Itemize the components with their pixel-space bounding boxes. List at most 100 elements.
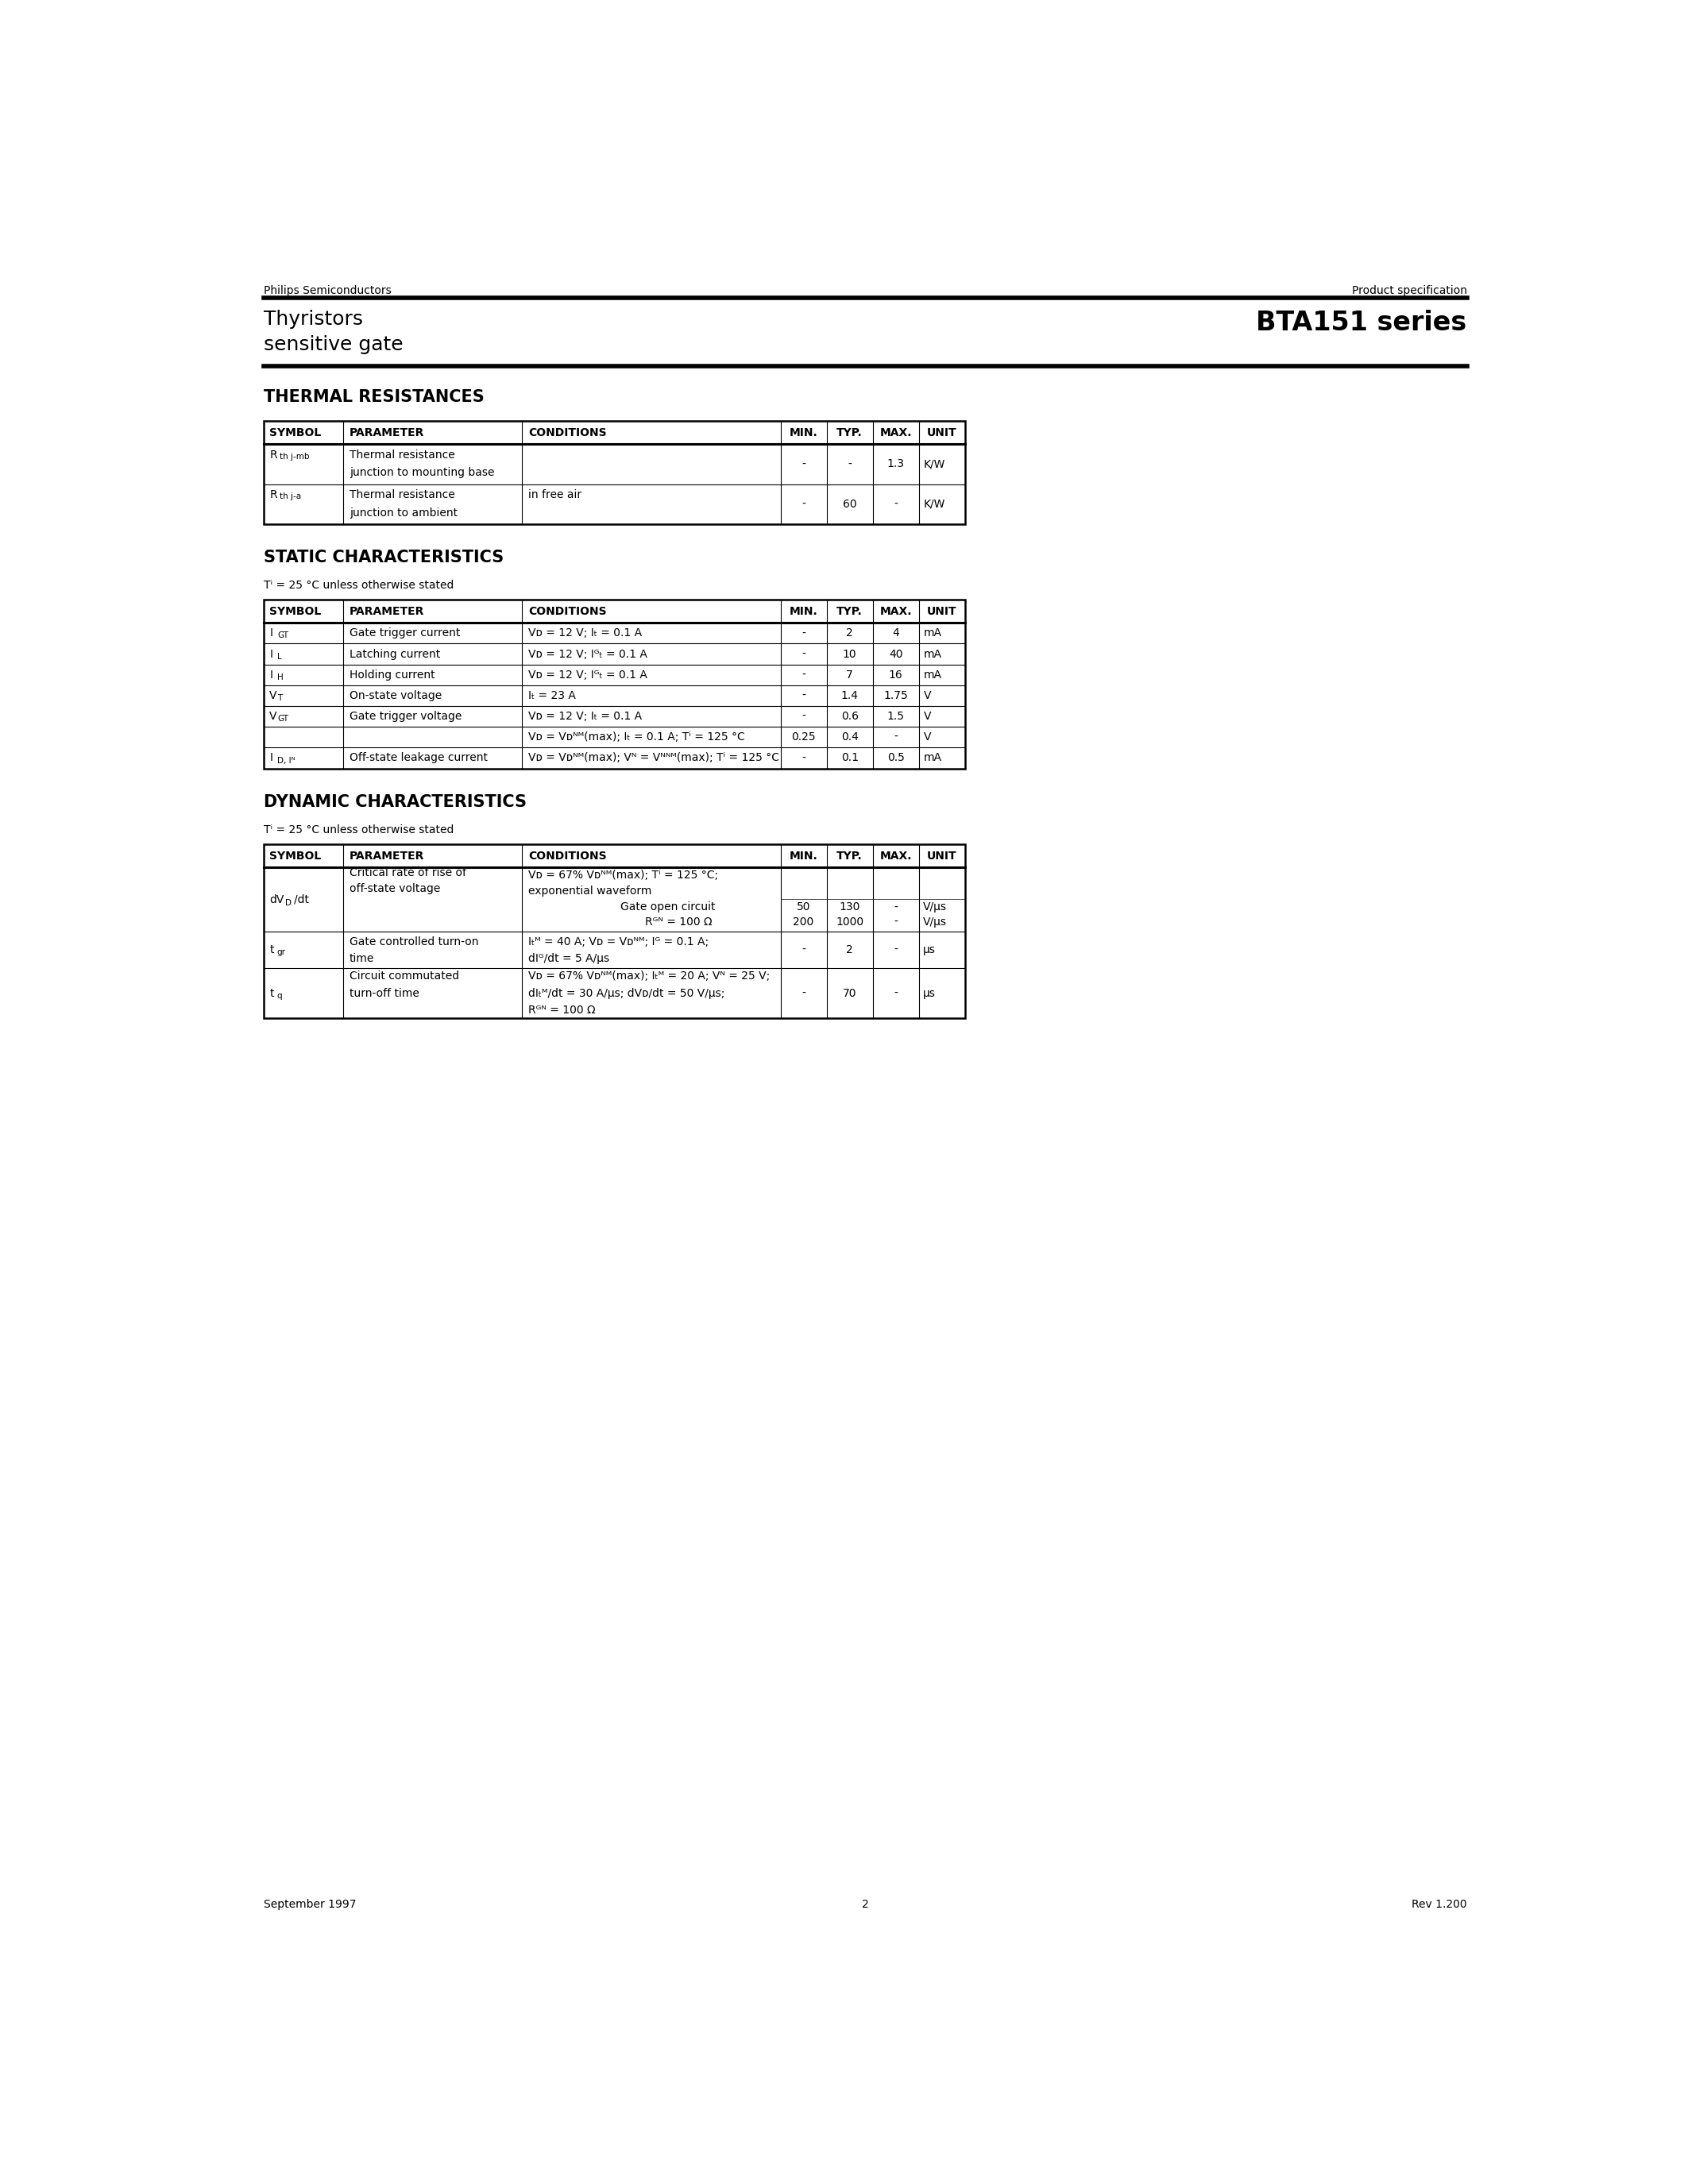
Text: I: I: [270, 649, 273, 660]
Text: turn-off time: turn-off time: [349, 987, 419, 998]
Text: mA: mA: [923, 753, 942, 764]
Text: V: V: [270, 690, 277, 701]
Text: I: I: [270, 627, 273, 640]
Text: -: -: [802, 710, 805, 723]
Text: SYMBOL: SYMBOL: [270, 605, 321, 616]
Text: 50: 50: [797, 902, 810, 913]
Text: Critical rate of rise of: Critical rate of rise of: [349, 867, 466, 878]
Text: -: -: [895, 943, 898, 957]
Text: Vᴅ = 12 V; Iₜ = 0.1 A: Vᴅ = 12 V; Iₜ = 0.1 A: [528, 710, 641, 723]
Text: MAX.: MAX.: [879, 428, 912, 439]
Text: sensitive gate: sensitive gate: [263, 336, 403, 354]
Text: junction to ambient: junction to ambient: [349, 507, 457, 518]
Text: SYMBOL: SYMBOL: [270, 850, 321, 860]
Bar: [263, 422, 966, 524]
Text: GT: GT: [277, 631, 289, 640]
Text: UNIT: UNIT: [927, 605, 957, 616]
Text: PARAMETER: PARAMETER: [349, 428, 424, 439]
Text: STATIC CHARACTERISTICS: STATIC CHARACTERISTICS: [263, 550, 503, 566]
Text: Latching current: Latching current: [349, 649, 441, 660]
Text: 1000: 1000: [836, 917, 864, 928]
Text: Thermal resistance: Thermal resistance: [349, 450, 456, 461]
Text: -: -: [802, 753, 805, 764]
Text: Circuit commutated: Circuit commutated: [349, 972, 459, 983]
Text: in free air: in free air: [528, 489, 581, 500]
Text: -: -: [802, 690, 805, 701]
Text: Tⁱ = 25 °C unless otherwise stated: Tⁱ = 25 °C unless otherwise stated: [263, 581, 454, 592]
Text: t: t: [270, 987, 273, 998]
Text: Vᴅ = Vᴅᴺᴹ(max); Iₜ = 0.1 A; Tⁱ = 125 °C: Vᴅ = Vᴅᴺᴹ(max); Iₜ = 0.1 A; Tⁱ = 125 °C: [528, 732, 744, 743]
Text: Vᴅ = 12 V; Iᴳₜ = 0.1 A: Vᴅ = 12 V; Iᴳₜ = 0.1 A: [528, 649, 647, 660]
Text: 0.4: 0.4: [841, 732, 859, 743]
Text: Rᴳᴺ = 100 Ω: Rᴳᴺ = 100 Ω: [528, 1005, 596, 1016]
Text: 2: 2: [861, 1900, 869, 1911]
Text: GT: GT: [277, 714, 289, 723]
Text: 0.1: 0.1: [841, 753, 859, 764]
Text: 40: 40: [890, 649, 903, 660]
Text: Iₜ = 23 A: Iₜ = 23 A: [528, 690, 576, 701]
Text: BTA151 series: BTA151 series: [1256, 310, 1467, 336]
Text: Vᴅ = 67% Vᴅᴺᴹ(max); Iₜᴹ = 20 A; Vᴺ = 25 V;: Vᴅ = 67% Vᴅᴺᴹ(max); Iₜᴹ = 20 A; Vᴺ = 25 …: [528, 972, 770, 983]
Text: t: t: [270, 943, 273, 957]
Text: V/μs: V/μs: [923, 902, 947, 913]
Text: exponential waveform: exponential waveform: [528, 887, 652, 898]
Text: 130: 130: [839, 902, 861, 913]
Text: MIN.: MIN.: [790, 605, 817, 616]
Text: -: -: [895, 987, 898, 998]
Text: Thermal resistance: Thermal resistance: [349, 489, 456, 500]
Text: PARAMETER: PARAMETER: [349, 850, 424, 860]
Text: Holding current: Holding current: [349, 668, 436, 681]
Text: 60: 60: [842, 498, 858, 509]
Text: -: -: [802, 649, 805, 660]
Text: mA: mA: [923, 668, 942, 681]
Text: CONDITIONS: CONDITIONS: [528, 850, 606, 860]
Text: 2: 2: [846, 627, 852, 640]
Text: K/W: K/W: [923, 459, 945, 470]
Text: -: -: [895, 902, 898, 913]
Text: V: V: [923, 690, 932, 701]
Text: time: time: [349, 952, 375, 963]
Text: UNIT: UNIT: [927, 428, 957, 439]
Text: 4: 4: [893, 627, 900, 640]
Text: 16: 16: [890, 668, 903, 681]
Text: K/W: K/W: [923, 498, 945, 509]
Text: 1.3: 1.3: [888, 459, 905, 470]
Text: CONDITIONS: CONDITIONS: [528, 605, 606, 616]
Text: 2: 2: [846, 943, 852, 957]
Text: Gate trigger voltage: Gate trigger voltage: [349, 710, 463, 723]
Text: I: I: [270, 668, 273, 681]
Text: -: -: [802, 987, 805, 998]
Text: Iₜᴹ = 40 A; Vᴅ = Vᴅᴺᴹ; Iᴳ = 0.1 A;: Iₜᴹ = 40 A; Vᴅ = Vᴅᴺᴹ; Iᴳ = 0.1 A;: [528, 937, 709, 948]
Text: 7: 7: [846, 668, 852, 681]
Text: Thyristors: Thyristors: [263, 310, 363, 330]
Text: SYMBOL: SYMBOL: [270, 428, 321, 439]
Text: Vᴅ = 12 V; Iₜ = 0.1 A: Vᴅ = 12 V; Iₜ = 0.1 A: [528, 627, 641, 640]
Text: MIN.: MIN.: [790, 850, 817, 860]
Text: I: I: [270, 753, 273, 764]
Text: Vᴅ = 12 V; Iᴳₜ = 0.1 A: Vᴅ = 12 V; Iᴳₜ = 0.1 A: [528, 668, 647, 681]
Text: Tⁱ = 25 °C unless otherwise stated: Tⁱ = 25 °C unless otherwise stated: [263, 826, 454, 836]
Text: th j-a: th j-a: [280, 494, 302, 500]
Text: V: V: [270, 710, 277, 723]
Text: /dt: /dt: [294, 893, 309, 904]
Text: 1.75: 1.75: [885, 690, 908, 701]
Text: V: V: [923, 710, 932, 723]
Text: Gate trigger current: Gate trigger current: [349, 627, 461, 640]
Text: TYP.: TYP.: [837, 428, 863, 439]
Text: 200: 200: [793, 917, 814, 928]
Text: 1.4: 1.4: [841, 690, 859, 701]
Text: R: R: [270, 450, 277, 461]
Text: Philips Semiconductors: Philips Semiconductors: [263, 286, 392, 297]
Text: μs: μs: [923, 987, 935, 998]
Text: CONDITIONS: CONDITIONS: [528, 428, 606, 439]
Text: -: -: [895, 917, 898, 928]
Text: V: V: [923, 732, 932, 743]
Text: q: q: [277, 992, 282, 1000]
Bar: [263, 845, 966, 1018]
Text: -: -: [802, 943, 805, 957]
Text: DYNAMIC CHARACTERISTICS: DYNAMIC CHARACTERISTICS: [263, 795, 527, 810]
Text: μs: μs: [923, 943, 935, 957]
Text: -: -: [802, 498, 805, 509]
Text: V/μs: V/μs: [923, 917, 947, 928]
Text: Vᴅ = Vᴅᴺᴹ(max); Vᴺ = Vᴺᴺᴹ(max); Tⁱ = 125 °C: Vᴅ = Vᴅᴺᴹ(max); Vᴺ = Vᴺᴺᴹ(max); Tⁱ = 125…: [528, 753, 780, 764]
